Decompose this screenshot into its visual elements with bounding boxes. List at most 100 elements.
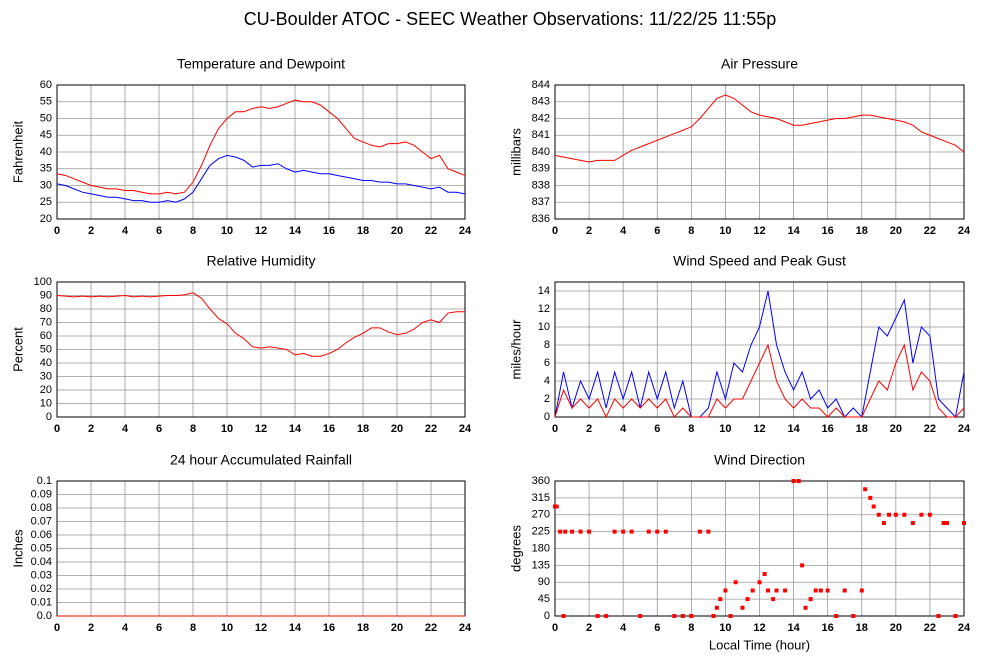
y-tick-label: 70 [40, 316, 52, 328]
x-tick-label: 20 [391, 225, 403, 237]
x-tick-label: 24 [459, 225, 472, 237]
data-point [953, 614, 958, 618]
x-tick-label: 8 [190, 423, 196, 435]
y-tick-label: 35 [40, 163, 52, 175]
data-point [936, 614, 941, 618]
data-point [813, 588, 818, 593]
y-tick-label: 100 [34, 276, 52, 288]
x-tick-label: 6 [156, 225, 162, 237]
data-point [689, 614, 694, 618]
y-tick-label: 20 [40, 384, 52, 396]
plot-border [56, 281, 466, 418]
data-point [791, 479, 796, 483]
data-point [745, 597, 750, 602]
data-point [825, 588, 830, 593]
x-tick-label: 10 [719, 423, 731, 435]
data-line [56, 292, 465, 357]
y-tick-label: 8 [544, 339, 550, 351]
data-point [733, 580, 738, 585]
data-point [868, 495, 873, 500]
y-tick-label: 0 [544, 411, 550, 423]
data-point [766, 588, 771, 593]
data-point [740, 605, 745, 610]
x-tick-label: 0 [552, 225, 558, 237]
y-tick-label: 0.1 [37, 475, 52, 487]
data-point [711, 614, 716, 618]
data-point [762, 572, 767, 576]
x-tick-label: 4 [122, 622, 129, 634]
x-tick-label: 16 [822, 423, 834, 435]
y-tick-label: 0 [46, 411, 52, 423]
y-axis-label: Fahrenheit [10, 121, 25, 184]
x-tick-label: 6 [654, 622, 660, 634]
y-tick-label: 45 [40, 129, 52, 141]
y-tick-label: 80 [40, 303, 52, 315]
x-tick-label: 22 [425, 622, 437, 634]
panel: Relative HumidityPercent0102030405060708… [10, 253, 472, 435]
y-tick-label: 225 [532, 526, 550, 538]
data-point [578, 529, 583, 534]
x-tick-label: 10 [221, 622, 233, 634]
y-tick-label: 315 [532, 492, 550, 504]
data-point [570, 529, 575, 534]
data-point [612, 529, 617, 534]
data-point [774, 588, 779, 593]
y-tick-label: 135 [532, 559, 550, 571]
panel: Air Pressuremillibars8368378388398408418… [508, 56, 971, 237]
data-point [750, 588, 755, 593]
y-tick-label: 842 [532, 112, 550, 124]
x-tick-label: 2 [88, 622, 94, 634]
y-tick-label: 10 [538, 321, 550, 333]
data-point [621, 529, 626, 534]
x-tick-label: 12 [753, 225, 765, 237]
y-tick-label: 25 [40, 196, 52, 208]
x-tick-label: 18 [856, 622, 868, 634]
panel: Wind Direction degrees Local Time (hour) 0 4… [508, 452, 971, 653]
x-tick-label: 22 [924, 225, 936, 237]
data-point [834, 614, 839, 618]
data-point [851, 614, 856, 618]
data-point [629, 529, 634, 534]
plot-border [56, 84, 466, 220]
data-point [859, 588, 864, 593]
plot-border [554, 480, 965, 617]
x-tick-label: 4 [122, 225, 129, 237]
x-tick-label: 22 [924, 423, 936, 435]
y-tick-label: 0.04 [31, 556, 52, 568]
data-point [962, 521, 966, 525]
x-tick-label: 20 [890, 622, 902, 634]
y-tick-label: 0 [544, 610, 550, 622]
panel-title: Wind Speed and Peak Gust [673, 253, 846, 269]
data-point [558, 529, 563, 534]
y-tick-label: 30 [40, 370, 52, 382]
panel: Wind Speed and Peak Gustmiles/hour024681… [508, 253, 971, 435]
x-tick-label: 14 [289, 423, 302, 435]
x-axis-label: Local Time (hour) [709, 637, 810, 652]
data-point [887, 512, 892, 517]
x-tick-label: 24 [958, 423, 971, 435]
y-tick-label: 45 [538, 593, 550, 605]
x-tick-label: 22 [924, 622, 936, 634]
y-tick-label: 0.06 [31, 529, 52, 541]
data-point [561, 614, 566, 618]
data-point [902, 512, 907, 517]
y-axis-label: Percent [10, 327, 25, 372]
x-tick-label: 0 [54, 622, 60, 634]
y-axis-label: millibars [508, 128, 523, 176]
y-tick-label: 841 [532, 129, 550, 141]
y-tick-label: 12 [538, 303, 550, 315]
x-tick-label: 24 [459, 622, 472, 634]
x-tick-label: 2 [586, 622, 592, 634]
y-axis-label: degrees [508, 525, 523, 572]
data-point [919, 512, 924, 517]
y-tick-label: 4 [544, 375, 550, 387]
data-line [56, 99, 466, 195]
data-point [808, 597, 813, 602]
data-point [944, 521, 949, 525]
x-tick-label: 12 [255, 423, 267, 435]
x-tick-label: 2 [88, 423, 94, 435]
y-tick-label: 360 [532, 475, 550, 487]
data-point [723, 588, 728, 593]
x-tick-label: 8 [688, 225, 694, 237]
